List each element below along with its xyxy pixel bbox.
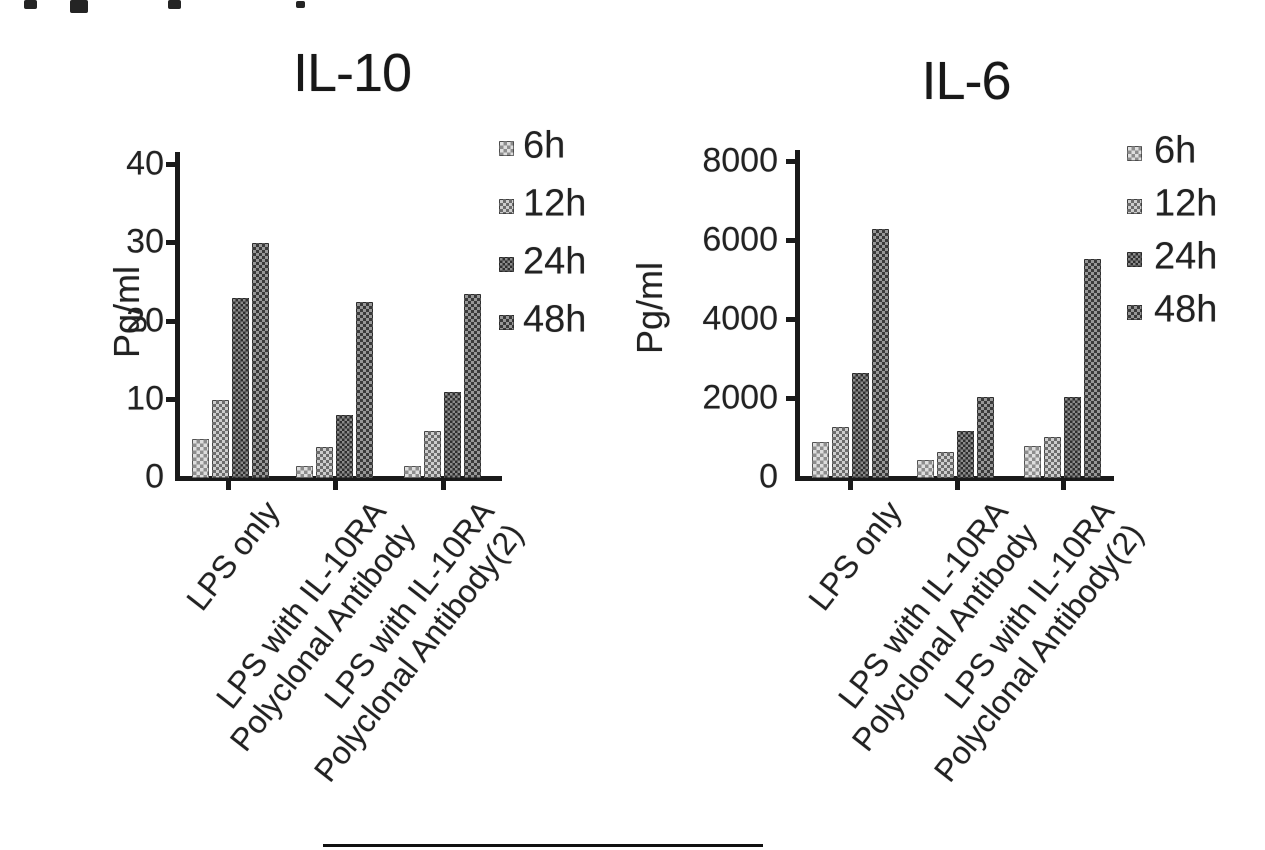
- bar-24h-group1: [852, 373, 869, 478]
- legend-label-6h: 6h: [1154, 129, 1197, 172]
- bar-24h-group2: [336, 415, 353, 478]
- bar-6h-group3: [1024, 446, 1041, 478]
- bar-6h-group2: [917, 460, 934, 478]
- legend-swatch-6h: [499, 141, 514, 156]
- y-tick-mark: [786, 159, 795, 164]
- bar-48h-group2: [356, 302, 373, 478]
- bar-24h-group2: [957, 431, 974, 478]
- y-tick-label: 10: [126, 379, 164, 418]
- legend-label-12h: 12h: [1154, 182, 1218, 225]
- legend-label-12h: 12h: [523, 182, 587, 225]
- y-tick-label: 8000: [702, 141, 778, 180]
- legend-label-24h: 24h: [523, 240, 587, 283]
- bar-48h-group2: [977, 397, 994, 478]
- bar-12h-group3: [424, 431, 441, 478]
- scan-artifact: [24, 0, 37, 9]
- y-tick-label: 0: [145, 457, 164, 496]
- y-tick-label: 40: [126, 144, 164, 183]
- bar-6h-group1: [812, 442, 829, 478]
- bar-6h-group2: [296, 466, 313, 478]
- y-tick-mark: [786, 238, 795, 243]
- bar-48h-group3: [464, 294, 481, 478]
- legend-swatch-48h: [1127, 305, 1142, 320]
- y-tick-label: 0: [759, 457, 778, 496]
- bar-48h-group3: [1084, 259, 1101, 478]
- bar-48h-group1: [252, 243, 269, 478]
- x-tick-mark: [441, 480, 446, 490]
- x-category-label: LPS only: [801, 494, 909, 618]
- legend-label-48h: 48h: [1154, 288, 1218, 331]
- bar-12h-group3: [1044, 437, 1061, 478]
- legend-swatch-24h: [1127, 252, 1142, 267]
- legend-swatch-6h: [1127, 146, 1142, 161]
- y-tick-label: 4000: [702, 299, 778, 338]
- legend-swatch-24h: [499, 257, 514, 272]
- y-axis-line: [795, 150, 800, 480]
- bar-12h-group1: [832, 427, 849, 478]
- y-tick-label: 30: [126, 222, 164, 261]
- legend-swatch-12h: [1127, 199, 1142, 214]
- x-tick-mark: [333, 480, 338, 490]
- x-tick-mark: [226, 480, 231, 490]
- legend-swatch-12h: [499, 199, 514, 214]
- bar-24h-group1: [232, 298, 249, 478]
- x-axis-line: [175, 476, 502, 481]
- y-tick-mark: [166, 318, 175, 324]
- y-tick-mark: [786, 396, 795, 401]
- chart-title-il-10: IL-10: [292, 43, 412, 103]
- bar-12h-group2: [937, 452, 954, 478]
- y-tick-mark: [166, 162, 175, 167]
- legend-label-48h: 48h: [523, 298, 587, 341]
- y-tick-label: 20: [126, 301, 164, 340]
- bar-12h-group1: [212, 400, 229, 478]
- scan-artifact: [168, 0, 181, 9]
- y-tick-mark: [166, 396, 175, 402]
- legend-label-6h: 6h: [523, 124, 566, 167]
- y-tick-mark: [166, 240, 175, 246]
- legend-swatch-48h: [499, 315, 514, 330]
- bar-24h-group3: [444, 392, 461, 478]
- scan-artifact: [296, 1, 305, 8]
- bar-6h-group3: [404, 466, 421, 478]
- x-tick-mark: [848, 480, 853, 490]
- bar-12h-group2: [316, 447, 333, 478]
- x-tick-mark: [1061, 480, 1066, 490]
- bar-48h-group1: [872, 229, 889, 478]
- scan-artifact: [70, 0, 88, 13]
- bottom-rule: [323, 844, 763, 847]
- chart-title-il-6: IL-6: [921, 51, 1011, 111]
- x-category-label: LPS only: [179, 494, 287, 618]
- legend-label-24h: 24h: [1154, 235, 1218, 278]
- bar-6h-group1: [192, 439, 209, 478]
- x-axis-line: [795, 476, 1114, 481]
- x-tick-mark: [955, 480, 960, 490]
- y-tick-label: 2000: [702, 378, 778, 417]
- y-tick-mark: [786, 317, 795, 322]
- y-axis-line: [175, 152, 180, 480]
- bar-24h-group3: [1064, 397, 1081, 478]
- y-tick-label: 6000: [702, 220, 778, 259]
